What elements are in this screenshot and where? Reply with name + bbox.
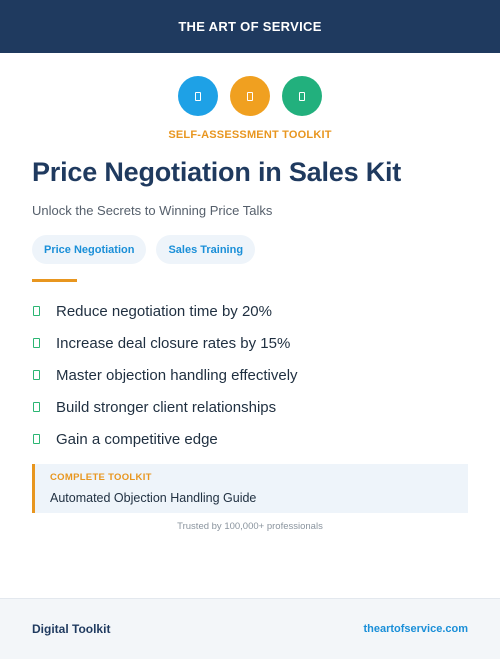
benefit-text: Gain a competitive edge — [56, 430, 218, 448]
benefit-item: Reduce negotiation time by 20% — [32, 295, 472, 327]
benefit-item: Increase deal closure rates by 15% — [32, 327, 472, 359]
tag-price-negotiation: Price Negotiation — [32, 235, 147, 264]
book-icon — [178, 76, 218, 116]
benefit-item: Gain a competitive edge — [32, 423, 472, 455]
footer: Digital Toolkit theartofservice.com — [0, 598, 500, 659]
check-icon — [33, 402, 40, 412]
eyebrow-label: SELF-ASSESSMENT TOOLKIT — [168, 129, 332, 141]
brand-name: THE ART OF SERVICE — [178, 19, 322, 34]
callout-label: COMPLETE TOOLKIT — [50, 472, 152, 483]
trust-note: Trusted by 100,000+ professionals — [177, 521, 323, 532]
check-document-icon — [282, 76, 322, 116]
check-icon — [33, 338, 40, 348]
benefit-item: Build stronger client relationships — [32, 391, 472, 423]
tag-list: Price Negotiation Sales Training — [32, 235, 256, 264]
check-icon — [33, 306, 40, 316]
benefit-text: Reduce negotiation time by 20% — [56, 302, 272, 320]
clipboard-icon — [230, 76, 270, 116]
footer-label: Digital Toolkit — [32, 622, 111, 636]
check-icon — [33, 370, 40, 380]
benefit-item: Master objection handling effectively — [32, 359, 472, 391]
icon-row — [0, 76, 500, 116]
tag-sales-training: Sales Training — [156, 235, 256, 264]
accent-divider — [32, 279, 77, 282]
page-title: Price Negotiation in Sales Kit — [32, 157, 402, 187]
footer-website-link[interactable]: theartofservice.com — [363, 623, 468, 635]
page-subtitle: Unlock the Secrets to Winning Price Talk… — [32, 203, 273, 218]
check-icon — [33, 434, 40, 444]
top-banner: THE ART OF SERVICE — [0, 0, 500, 53]
benefit-text: Master objection handling effectively — [56, 366, 298, 384]
toolkit-callout: COMPLETE TOOLKIT Automated Objection Han… — [32, 464, 468, 513]
benefit-list: Reduce negotiation time by 20% Increase … — [32, 295, 472, 455]
callout-text: Automated Objection Handling Guide — [50, 491, 257, 505]
benefit-text: Build stronger client relationships — [56, 398, 277, 416]
benefit-text: Increase deal closure rates by 15% — [56, 334, 291, 352]
